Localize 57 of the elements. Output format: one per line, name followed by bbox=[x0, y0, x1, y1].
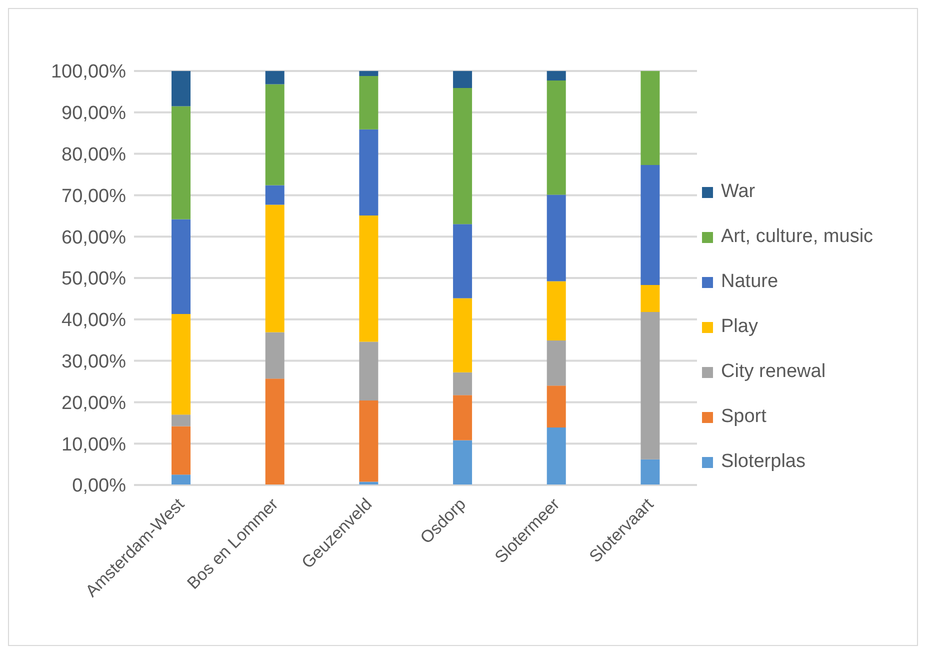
bar bbox=[359, 342, 378, 401]
bar bbox=[453, 440, 472, 485]
legend-label: Sloterplas bbox=[721, 451, 806, 473]
bar bbox=[359, 71, 378, 76]
y-tick-label: 100,00% bbox=[50, 62, 126, 83]
bar bbox=[172, 426, 191, 475]
bar bbox=[265, 185, 284, 205]
bar bbox=[453, 372, 472, 396]
bar bbox=[546, 427, 566, 485]
y-tick-label: 90,00% bbox=[62, 103, 126, 124]
y-tick-label: 40,00% bbox=[62, 310, 126, 332]
bar bbox=[172, 106, 191, 220]
bar bbox=[546, 80, 566, 195]
bar bbox=[640, 459, 660, 485]
y-tick-label: 30,00% bbox=[62, 352, 126, 373]
bar bbox=[546, 71, 566, 81]
legend-label: City renewal bbox=[721, 361, 826, 383]
y-tick-label: 60,00% bbox=[62, 227, 126, 248]
bar bbox=[172, 414, 191, 426]
bar bbox=[265, 332, 284, 379]
bar bbox=[359, 482, 378, 485]
bar bbox=[172, 314, 191, 415]
bar bbox=[453, 224, 472, 298]
y-tick-label: 20,00% bbox=[62, 392, 126, 414]
bar bbox=[453, 88, 472, 224]
bar bbox=[640, 285, 660, 312]
bar bbox=[265, 84, 284, 186]
legend-label: Sport bbox=[721, 406, 766, 428]
bar bbox=[359, 129, 378, 216]
legend-label: War bbox=[721, 181, 756, 203]
bar bbox=[640, 71, 660, 165]
bar bbox=[453, 71, 472, 88]
bar bbox=[640, 312, 660, 460]
bar bbox=[453, 298, 472, 372]
y-tick-label: 0,00% bbox=[72, 476, 126, 497]
bar bbox=[265, 204, 284, 332]
legend-label: Nature bbox=[721, 271, 778, 293]
bar bbox=[546, 281, 566, 341]
bar bbox=[453, 395, 472, 440]
bar bbox=[172, 71, 191, 106]
bar bbox=[359, 400, 378, 482]
bar bbox=[546, 194, 566, 282]
y-tick-label: 10,00% bbox=[62, 434, 126, 456]
bar bbox=[546, 340, 566, 386]
y-tick-label: 80,00% bbox=[62, 144, 126, 166]
bar bbox=[359, 76, 378, 130]
bar bbox=[172, 219, 191, 314]
legend-label: Play bbox=[721, 316, 758, 338]
y-tick-label: 70,00% bbox=[62, 186, 126, 207]
bar bbox=[265, 378, 284, 485]
legend-label: Art, culture, music bbox=[721, 226, 874, 248]
y-tick-label: 50,00% bbox=[62, 268, 126, 290]
bar bbox=[359, 215, 378, 342]
bar bbox=[640, 164, 660, 286]
bar bbox=[546, 386, 566, 428]
bar bbox=[265, 71, 284, 84]
bar bbox=[172, 474, 191, 485]
